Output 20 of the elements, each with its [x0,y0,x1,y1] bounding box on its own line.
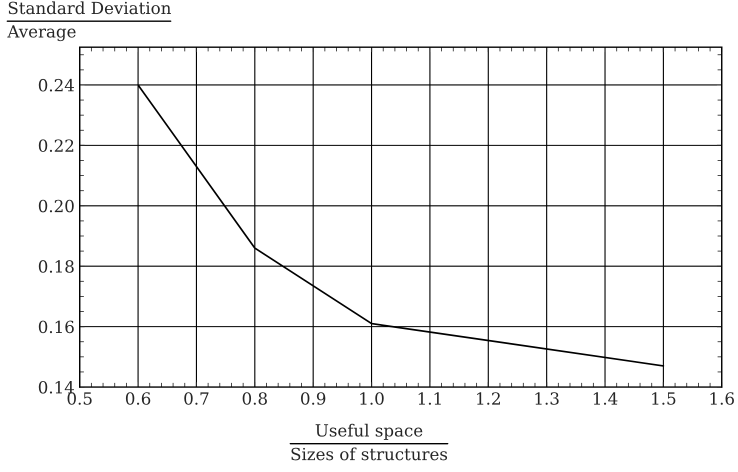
x-tick-label: 1.6 [710,392,734,405]
y-tick-label: 0.16 [38,320,74,334]
y-tick-label: 0.24 [38,78,74,92]
y-axis-title: Standard Deviation Average [7,1,171,42]
y-tick-label: 0.18 [38,260,74,273]
x-tick-label: 0.8 [242,392,267,405]
x-tick-label: 1.3 [535,392,559,405]
x-axis-title: Useful space Sizes of structures [291,424,448,460]
x-tick-label: 1.2 [477,392,500,405]
x-tick-label: 0.6 [126,392,150,405]
x-tick-label: 0.7 [184,392,208,405]
x-tick-label: 1.4 [594,392,618,405]
y-tick-label: 0.20 [38,200,74,212]
x-tick-label: 0.9 [301,392,326,405]
x-tick-label: 1.1 [418,392,441,405]
x-tick-label: 1.0 [360,392,384,405]
y-tick-label: 0.22 [38,139,74,152]
x-tick-label: 0.5 [68,392,92,405]
y-tick-label: 0.14 [38,381,74,394]
x-tick-label: 1.5 [652,392,676,405]
